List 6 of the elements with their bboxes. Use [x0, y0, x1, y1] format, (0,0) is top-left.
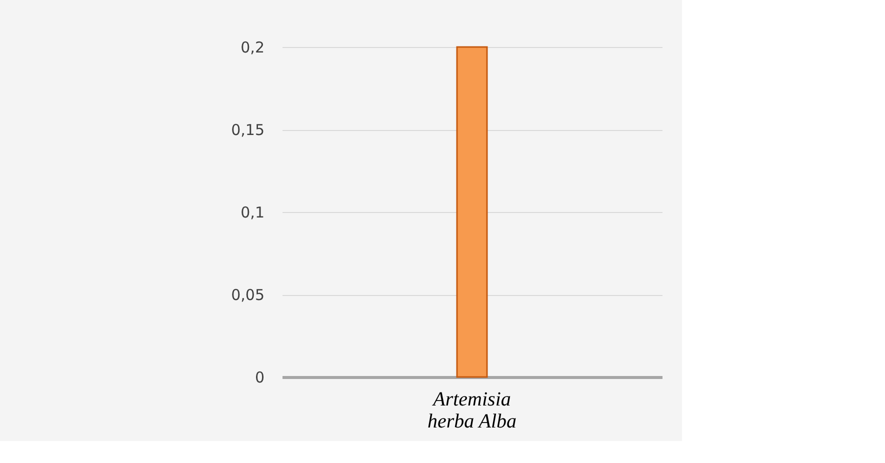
y-tick-label: 0,15	[231, 121, 264, 139]
y-tick-label: 0,05	[231, 286, 264, 304]
x-tick-label: Artemisia herba Alba	[427, 388, 517, 432]
y-tick-label: 0	[254, 368, 264, 386]
y-tick-label: 0,2	[240, 38, 264, 56]
y-tick-label: 0,1	[240, 204, 264, 222]
